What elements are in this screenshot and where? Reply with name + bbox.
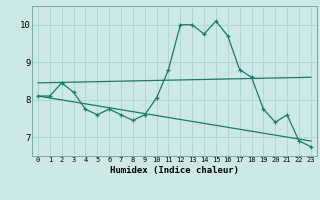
X-axis label: Humidex (Indice chaleur): Humidex (Indice chaleur) <box>110 166 239 175</box>
